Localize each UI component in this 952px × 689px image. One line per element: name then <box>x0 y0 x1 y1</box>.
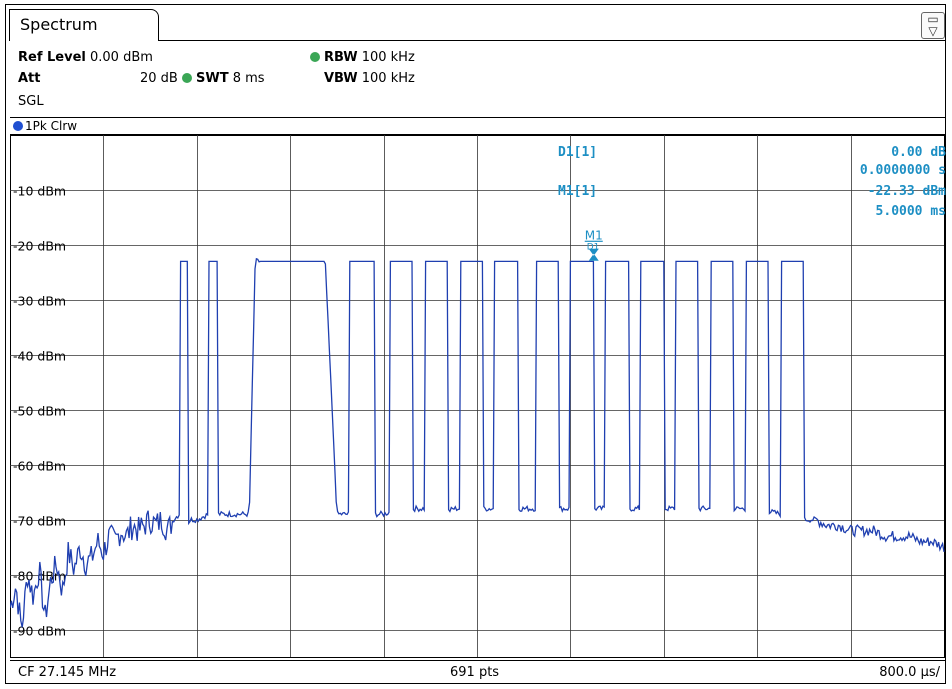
rbw-info: RBW 100 kHz <box>310 50 415 65</box>
tab-spectrum[interactable]: Spectrum <box>9 9 159 41</box>
rbw-status-dot <box>310 52 320 62</box>
vbw-label: VBW <box>324 71 358 86</box>
att-label: Att <box>18 71 41 86</box>
d1-level: 0.00 dB <box>891 145 946 160</box>
swt-value: 8 ms <box>232 71 265 86</box>
m1-level: -22.33 dBm <box>868 184 946 199</box>
marker-m1-symbol <box>588 248 599 261</box>
tab-spectrum-label: Spectrum <box>20 15 98 34</box>
att-label-wrap: Att <box>18 71 41 86</box>
vbw-value: 100 kHz <box>361 71 415 86</box>
marker-m1-label: M1 <box>585 229 603 243</box>
rbw-value: 100 kHz <box>361 50 415 65</box>
ref-level-label: Ref Level <box>18 50 86 65</box>
y-tick-label: -20 dBm <box>13 239 66 254</box>
ref-level-info: Ref Level 0.00 dBm <box>18 50 153 65</box>
d1-time: 0.0000000 s <box>860 163 946 178</box>
m1-label: M1[1] <box>558 184 597 199</box>
d1-label: D1[1] <box>558 145 597 160</box>
y-tick-label: -40 dBm <box>13 349 66 364</box>
vbw-info: VBW 100 kHz <box>324 71 415 86</box>
trace-1-line <box>9 257 945 628</box>
plot-grid <box>10 135 945 658</box>
marker-d1-label: D1 <box>587 243 600 253</box>
trace-indicator-dot <box>13 121 23 131</box>
att-value: 20 dB <box>140 71 178 86</box>
spectrum-plot[interactable]: -10 dBm -20 dBm -30 dBm -40 dBm -50 dBm -60 d… <box>9 135 950 659</box>
y-tick-label: -30 dBm <box>13 294 66 309</box>
menu-icon: ▭ ▽ <box>927 12 939 38</box>
display-menu-button[interactable]: ▭ ▽ <box>921 12 945 39</box>
swt-label: SWT <box>196 71 229 86</box>
trace-label: 1Pk Clrw <box>25 119 78 133</box>
rbw-label: RBW <box>324 50 358 65</box>
y-tick-label: -70 dBm <box>13 514 66 529</box>
sweep-mode: SGL <box>18 94 44 109</box>
center-frequency: CF 27.145 MHz <box>18 665 117 680</box>
y-tick-label: -60 dBm <box>13 459 66 474</box>
swt-status-dot <box>182 73 192 83</box>
y-axis-labels: -10 dBm -20 dBm -30 dBm -40 dBm -50 dBm -60 d… <box>13 184 66 639</box>
m1-time: 5.0000 ms <box>876 204 946 219</box>
trace-info-bar: 1Pk Clrw <box>10 117 946 135</box>
status-bar: CF 27.145 MHz 691 pts 800.0 µs/ <box>10 660 946 684</box>
y-tick-label: -10 dBm <box>13 184 66 199</box>
ref-level-value: 0.00 dBm <box>90 50 153 65</box>
window-frame <box>5 4 946 684</box>
y-tick-label: -90 dBm <box>13 624 66 639</box>
spectrum-svg: -10 dBm -20 dBm -30 dBm -40 dBm -50 dBm -60 d… <box>9 135 946 658</box>
time-per-division: 800.0 µs/ <box>879 665 940 680</box>
sweep-points: 691 pts <box>450 665 500 680</box>
y-tick-label: -50 dBm <box>13 404 66 419</box>
tab-divider <box>159 40 946 41</box>
att-swt-info: 20 dB SWT 8 ms <box>140 71 265 86</box>
